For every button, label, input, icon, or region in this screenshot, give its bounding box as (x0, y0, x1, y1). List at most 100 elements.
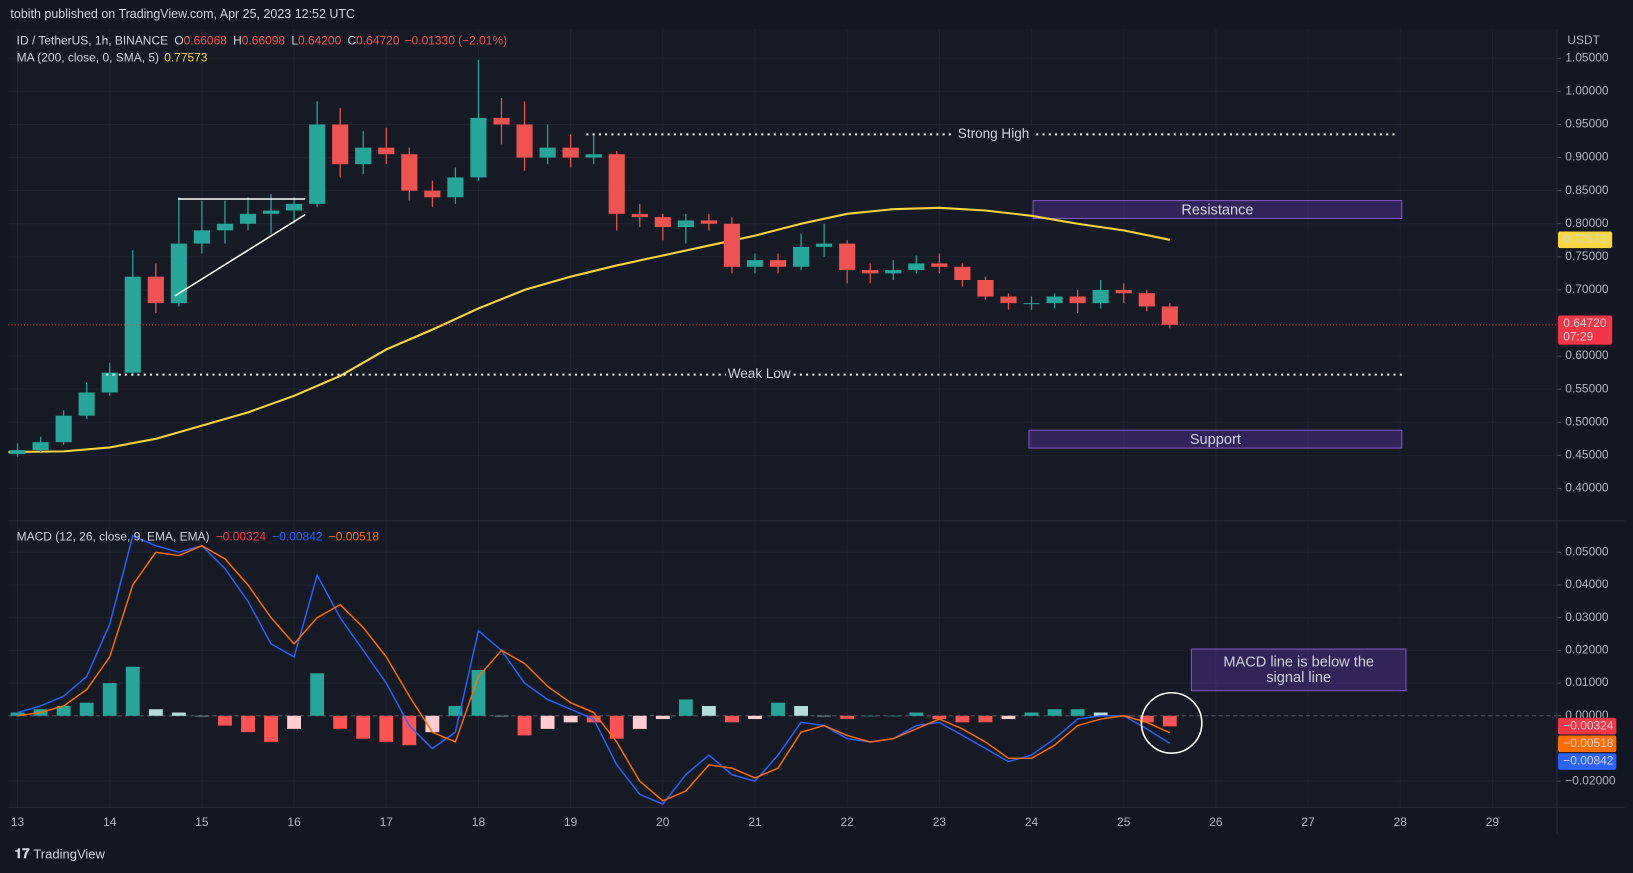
x-tick-label: 28 (1394, 815, 1408, 829)
candle-body (654, 217, 671, 228)
zone-label: Resistance (1181, 202, 1253, 218)
candle-body (193, 230, 210, 244)
currency: USDT (1567, 33, 1600, 47)
histogram-bar (748, 715, 762, 720)
x-tick-label: 16 (287, 815, 301, 829)
candle-body (55, 415, 72, 443)
candle-body (1000, 296, 1017, 304)
histogram-bar (886, 715, 901, 717)
symbol: ID / TetherUS, 1h, BINANCE (17, 34, 168, 48)
ma-line (8, 206, 1171, 454)
candle-body (1023, 303, 1040, 305)
candle-body (147, 276, 164, 304)
macd-badge (1558, 717, 1617, 735)
ma-legend: MA (200, close, 0, SMA, 5) 0.77573 (17, 50, 208, 64)
candle-body (585, 154, 602, 158)
x-tick-label: 27 (1301, 815, 1315, 829)
macd-badge (1558, 753, 1617, 770)
histogram-bar (517, 715, 532, 736)
publisher: tobith published on TradingView.com, Apr… (10, 7, 355, 21)
y-tick-label: 0.55000 (1565, 381, 1609, 395)
ohlc-key: O (174, 34, 183, 48)
histogram-bar (978, 715, 993, 723)
candle-body (1161, 306, 1178, 325)
histogram-bar (701, 705, 716, 716)
histogram-bar (1093, 712, 1108, 716)
candle-body (539, 147, 556, 158)
candle-body (977, 279, 994, 297)
y-tick-label: 0.95000 (1565, 117, 1609, 131)
y-tick-label: 0.85000 (1565, 183, 1609, 197)
ohlc-value: 0.66098 (242, 34, 286, 48)
candle-body (746, 260, 764, 267)
histogram-bar (1139, 715, 1154, 723)
y-tick-label: −0.02000 (1565, 773, 1616, 787)
note-text: MACD line is below the (1223, 654, 1374, 670)
macd-title: MACD (12, 26, close, 9, EMA, EMA) (17, 530, 210, 544)
ma-badge (1558, 231, 1613, 249)
candle-body (493, 117, 510, 125)
candle-body (885, 270, 902, 274)
histogram-bar (609, 715, 624, 739)
histogram-bar (1047, 709, 1062, 716)
level-label: Weak Low (728, 366, 791, 381)
histogram-bar (678, 699, 693, 716)
x-tick-label: 20 (656, 815, 670, 829)
histogram-bar (379, 715, 394, 742)
y-tick-label: 0.01000 (1565, 675, 1609, 689)
zone-label: Support (1190, 432, 1241, 448)
ohlc-key: C (348, 34, 357, 48)
candle-body (216, 223, 234, 231)
macd-line (17, 534, 1171, 805)
candle-body (401, 154, 418, 191)
y-tick-label: 0.40000 (1565, 481, 1609, 495)
histogram-bar (794, 705, 809, 716)
price-badge-label: 0.64720 (1563, 316, 1607, 330)
histogram-bar (863, 715, 878, 717)
highlight-circle (1140, 691, 1203, 754)
plot-area (8, 29, 1557, 808)
candle-body (908, 263, 925, 271)
macd-readout: −0.00518 (329, 530, 380, 544)
histogram-bar (771, 702, 785, 716)
ohlc-key: L (291, 34, 298, 48)
histogram-bar (148, 709, 163, 716)
candle-body (378, 147, 395, 155)
x-tick-label: 21 (748, 815, 762, 829)
candle-body (954, 266, 971, 280)
histogram-bar (725, 715, 739, 723)
histogram-bar (56, 705, 71, 716)
x-tick-label: 26 (1209, 815, 1223, 829)
histogram-bar (471, 670, 486, 716)
candle-body (1046, 296, 1063, 304)
x-tick-label: 19 (564, 815, 578, 829)
histogram-bar (909, 712, 924, 716)
histogram-bar (563, 715, 578, 723)
histogram-bar (932, 715, 947, 720)
logo: 𝟏𝟕 (15, 846, 31, 861)
y-tick-label: 0.80000 (1565, 216, 1609, 230)
candle-body (424, 190, 441, 198)
candle-body (931, 263, 948, 267)
x-tick-label: 22 (841, 815, 855, 829)
candle-body (332, 124, 349, 165)
candle-body (1092, 289, 1109, 304)
x-tick-label: 23 (933, 815, 947, 829)
histogram-bar (79, 702, 94, 716)
candle-body (78, 392, 95, 416)
candle-body (723, 223, 741, 267)
y-tick-label: 0.50000 (1565, 414, 1609, 428)
ma-badge-label: 0.77573 (1563, 232, 1607, 246)
histogram-bar (1162, 715, 1177, 727)
candle-body (816, 243, 833, 247)
candle-body (101, 372, 118, 393)
candle-body (262, 210, 280, 214)
macd-badge-label: −0.00518 (1563, 736, 1614, 750)
candle-body (793, 246, 810, 267)
candle-body (170, 243, 187, 304)
candle-body (769, 260, 787, 267)
candle-body (239, 213, 257, 224)
level-label-bg (725, 366, 793, 383)
